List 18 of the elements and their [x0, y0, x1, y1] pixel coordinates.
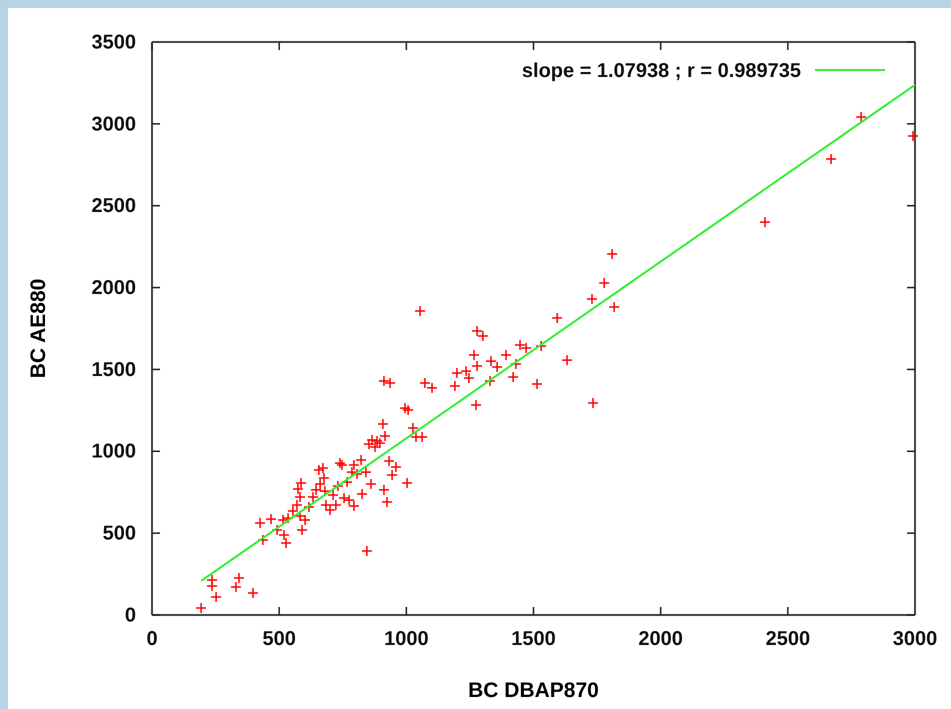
- y-tick-label: 2000: [92, 276, 136, 299]
- x-tick-label: 3000: [892, 628, 938, 650]
- y-tick-label: 1000: [92, 440, 136, 463]
- x-tick-label: 1000: [384, 628, 429, 650]
- x-tick-label: 1500: [511, 628, 556, 650]
- x-axis-title: BC DBAP870: [468, 679, 599, 702]
- x-tick-label: 2500: [766, 628, 810, 650]
- y-tick-label: 2500: [92, 195, 136, 218]
- y-tick-label: 0: [124, 604, 136, 626]
- y-axis-title: BC AE880: [27, 278, 50, 378]
- x-tick-label: 0: [146, 628, 158, 650]
- y-tick-label: 500: [102, 522, 136, 545]
- y-tick-label: 3000: [92, 113, 136, 136]
- legend-label: slope = 1.07938 ; r = 0.989735: [522, 60, 801, 82]
- y-tick-label: 3500: [92, 31, 136, 54]
- x-tick-label: 2000: [638, 628, 683, 650]
- y-tick-label: 1500: [92, 358, 136, 381]
- x-tick-label: 500: [262, 628, 296, 650]
